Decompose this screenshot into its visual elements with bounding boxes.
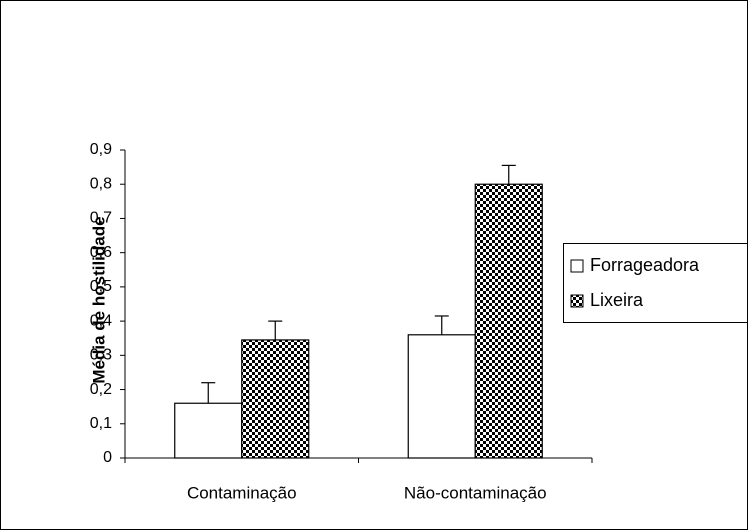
legend-swatch bbox=[570, 294, 584, 308]
legend-label: Forrageadora bbox=[590, 255, 700, 275]
bar bbox=[174, 402, 243, 459]
error-bar bbox=[201, 382, 216, 404]
error-bar bbox=[501, 164, 516, 185]
error-bar bbox=[434, 315, 449, 335]
y-tick-label: 0,8 bbox=[90, 175, 112, 192]
bar bbox=[241, 339, 310, 459]
error-bar bbox=[268, 320, 283, 340]
y-tick-label: 0,6 bbox=[90, 244, 112, 261]
y-tick-label: 0,5 bbox=[90, 278, 112, 295]
y-tick-label: 0,7 bbox=[90, 210, 112, 227]
bar bbox=[474, 183, 543, 459]
x-tick-label: Não-contaminação bbox=[404, 483, 547, 502]
legend-swatch bbox=[570, 259, 584, 273]
y-tick-label: 0,3 bbox=[90, 347, 112, 364]
legend-box bbox=[563, 243, 748, 323]
y-tick-label: 0,4 bbox=[90, 312, 112, 329]
legend-label: Lixeira bbox=[590, 290, 644, 310]
bar bbox=[407, 334, 476, 459]
y-tick-label: 0 bbox=[103, 449, 112, 466]
y-tick-label: 0,9 bbox=[90, 141, 112, 158]
y-axis-label: Média de hostilidade bbox=[89, 216, 108, 383]
x-tick-label: Contaminação bbox=[187, 483, 297, 502]
y-tick-label: 0,2 bbox=[90, 381, 112, 398]
y-tick-label: 0,1 bbox=[90, 415, 112, 432]
